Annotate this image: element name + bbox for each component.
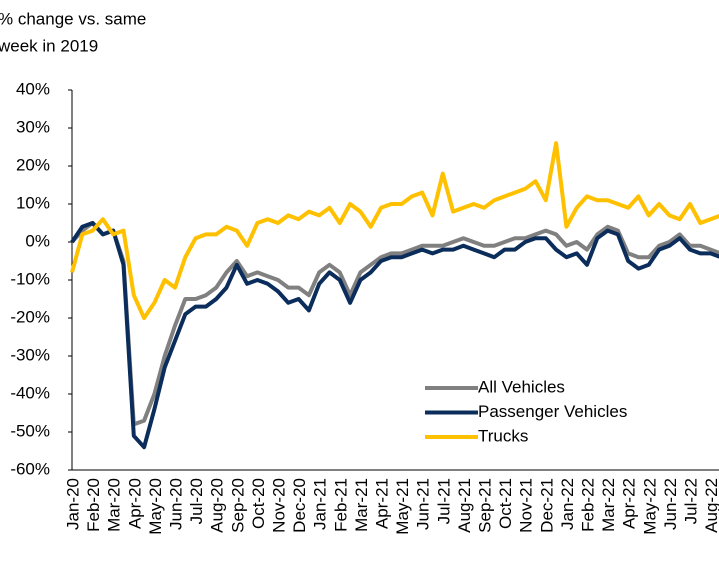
x-tick-label: Jun-21 bbox=[414, 478, 433, 530]
x-tick-label: Dec-20 bbox=[290, 478, 309, 533]
y-tick-label: 10% bbox=[16, 193, 50, 212]
x-tick-label: Apr-21 bbox=[372, 478, 391, 529]
x-tick-label: Jun-20 bbox=[166, 478, 185, 530]
x-tick-label: Sep-20 bbox=[228, 478, 247, 533]
chart-title: % change vs. same bbox=[0, 9, 146, 28]
x-tick-label: Aug-20 bbox=[208, 478, 227, 533]
x-tick-label: Oct-20 bbox=[249, 478, 268, 529]
y-tick-label: 20% bbox=[16, 155, 50, 174]
x-tick-label: Dec-21 bbox=[537, 478, 556, 533]
y-tick-label: -30% bbox=[10, 345, 50, 364]
x-tick-label: May-20 bbox=[146, 478, 165, 535]
x-tick-label: Jul-20 bbox=[187, 478, 206, 524]
x-tick-label: Apr-22 bbox=[620, 478, 639, 529]
y-tick-label: -20% bbox=[10, 307, 50, 326]
x-tick-label: Mar-22 bbox=[599, 478, 618, 532]
x-tick-label: Aug-21 bbox=[455, 478, 474, 533]
y-tick-label: 30% bbox=[16, 117, 50, 136]
x-tick-label: Oct-21 bbox=[496, 478, 515, 529]
y-tick-label: -40% bbox=[10, 383, 50, 402]
x-tick-label: Sep-21 bbox=[475, 478, 494, 533]
x-tick-label: Mar-20 bbox=[105, 478, 124, 532]
y-tick-label: -50% bbox=[10, 421, 50, 440]
legend-label: Passenger Vehicles bbox=[478, 402, 627, 421]
x-tick-label: Jan-22 bbox=[558, 478, 577, 530]
series-line bbox=[70, 221, 719, 450]
x-tick-label: Jul-22 bbox=[681, 478, 700, 524]
legend-label: All Vehicles bbox=[478, 377, 565, 396]
x-tick-label: Nov-21 bbox=[517, 478, 536, 533]
x-tick-label: Apr-20 bbox=[125, 478, 144, 529]
legend-label: Trucks bbox=[478, 426, 528, 445]
x-tick-label: Feb-22 bbox=[578, 478, 597, 532]
chart-title: week in 2019 bbox=[0, 36, 98, 55]
y-tick-label: 0% bbox=[25, 231, 50, 250]
x-tick-label: Jul-21 bbox=[434, 478, 453, 524]
series-line bbox=[70, 221, 719, 427]
x-tick-label: Mar-21 bbox=[352, 478, 371, 532]
y-tick-label: 40% bbox=[16, 79, 50, 98]
y-tick-label: -10% bbox=[10, 269, 50, 288]
x-tick-label: Jun-22 bbox=[661, 478, 680, 530]
series-line bbox=[70, 141, 719, 320]
x-tick-label: Feb-20 bbox=[84, 478, 103, 532]
y-tick-label: -60% bbox=[10, 459, 50, 478]
x-tick-label: Nov-20 bbox=[269, 478, 288, 533]
x-tick-label: Jan-20 bbox=[63, 478, 82, 530]
x-tick-label: Jan-21 bbox=[311, 478, 330, 530]
x-tick-label: May-22 bbox=[640, 478, 659, 535]
x-tick-label: Aug-22 bbox=[702, 478, 719, 533]
x-tick-label: Feb-21 bbox=[331, 478, 350, 532]
x-tick-label: May-21 bbox=[393, 478, 412, 535]
